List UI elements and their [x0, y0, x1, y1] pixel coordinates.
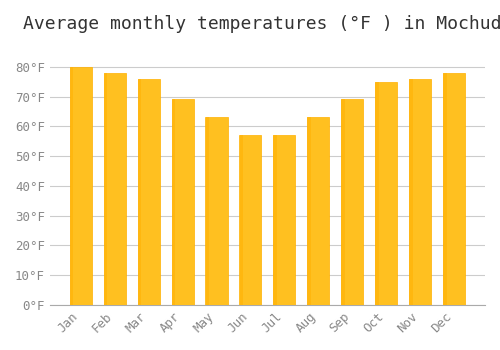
- Bar: [376, 82, 378, 305]
- Bar: [104, 73, 126, 305]
- Bar: [206, 117, 209, 305]
- Bar: [444, 73, 446, 305]
- Bar: [410, 79, 412, 305]
- Bar: [375, 82, 398, 305]
- Bar: [172, 99, 194, 305]
- Bar: [342, 99, 344, 305]
- Bar: [274, 135, 295, 305]
- Bar: [240, 135, 243, 305]
- Bar: [70, 67, 73, 305]
- Bar: [308, 117, 310, 305]
- Bar: [206, 117, 228, 305]
- Bar: [104, 73, 107, 305]
- Bar: [409, 79, 432, 305]
- Bar: [274, 135, 277, 305]
- Bar: [308, 117, 330, 305]
- Bar: [138, 79, 141, 305]
- Bar: [240, 135, 262, 305]
- Bar: [70, 67, 92, 305]
- Bar: [342, 99, 363, 305]
- Title: Average monthly temperatures (°F ) in Mochudi: Average monthly temperatures (°F ) in Mo…: [22, 15, 500, 33]
- Bar: [443, 73, 465, 305]
- Bar: [172, 99, 175, 305]
- Bar: [138, 79, 160, 305]
